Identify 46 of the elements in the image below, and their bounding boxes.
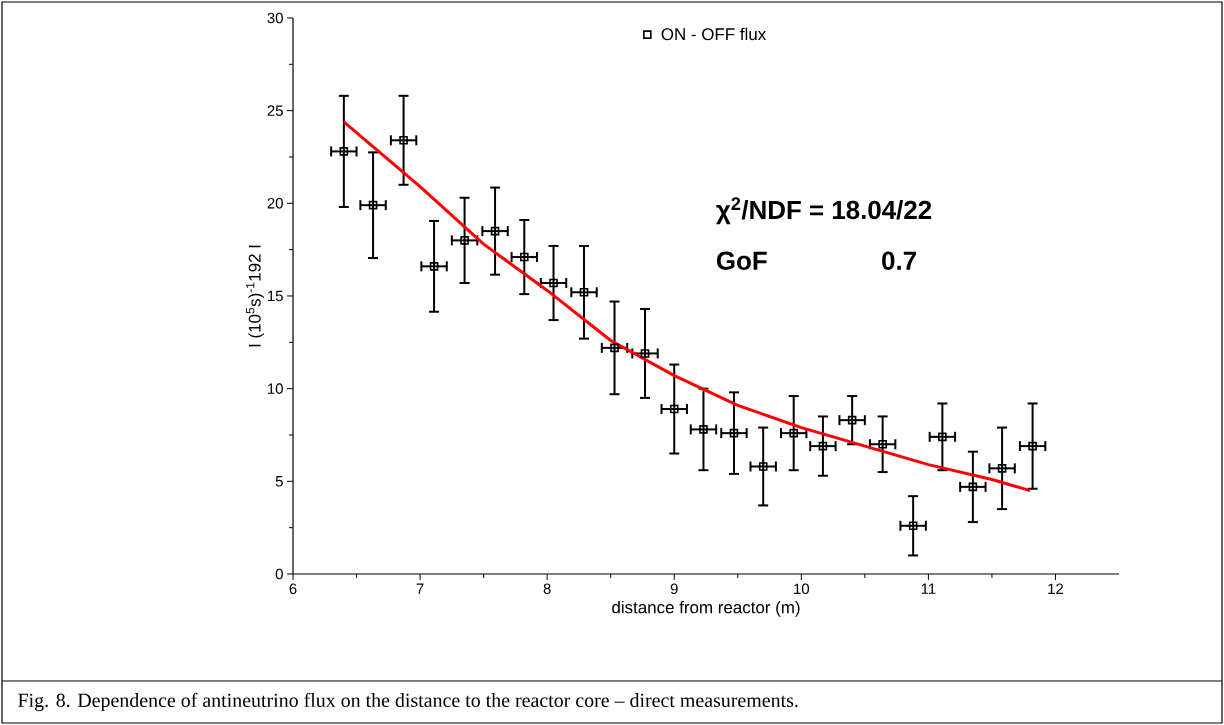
- point: [490, 226, 500, 236]
- point: [429, 262, 439, 271]
- x-tick-label: 12: [1048, 583, 1064, 594]
- point: [579, 287, 589, 297]
- point: [640, 349, 650, 358]
- y-axis-title: I (10$^{5}$s)$^{-1}$192 I: [246, 245, 265, 347]
- point: [519, 252, 529, 262]
- y-tick-label: 15: [268, 290, 283, 302]
- point: [789, 428, 798, 438]
- annotation: 0.7: [882, 251, 916, 270]
- x-tick-label: 9: [670, 583, 678, 595]
- point: [847, 415, 857, 425]
- x-axis-title: distance from reactor (m): [612, 600, 800, 617]
- line-series: [342, 120, 1032, 493]
- point: [610, 343, 619, 353]
- y-tick-label: 25: [267, 105, 283, 116]
- point: [699, 425, 708, 434]
- point: [339, 147, 349, 156]
- point: [729, 428, 739, 438]
- point: [938, 432, 947, 442]
- y-tick-label: 5: [275, 476, 283, 487]
- point: [758, 462, 768, 471]
- point: [968, 482, 978, 492]
- text: χ$^{2}$/NDF = 18.04/22: [716, 197, 932, 225]
- x-tick-label: 6: [289, 583, 297, 595]
- point: [1028, 441, 1037, 451]
- y-tick-label: 30: [267, 12, 283, 24]
- point: [997, 464, 1007, 473]
- x-tick-label: 8: [543, 583, 551, 595]
- y-tick-label: 20: [267, 198, 283, 209]
- point: [399, 136, 408, 145]
- point: [669, 404, 679, 414]
- x-tick-label: 10: [794, 583, 810, 595]
- x-tick-label: 7: [416, 583, 424, 594]
- point: [818, 441, 828, 451]
- annotation: GoF: [716, 251, 767, 270]
- caption: Fig. 8. Dependence of antineutrino flux on the distance to the reactor core – direct measurements.: [18, 692, 798, 712]
- point: [549, 278, 558, 288]
- point: [878, 439, 887, 449]
- x-tick-label: 11: [921, 583, 936, 594]
- point: [908, 521, 918, 531]
- legend-label: ON - OFF flux: [661, 27, 767, 41]
- point: [460, 236, 469, 245]
- y-tick-label: 0: [275, 568, 283, 580]
- point: [368, 200, 378, 210]
- y-tick-label: 10: [268, 383, 283, 394]
